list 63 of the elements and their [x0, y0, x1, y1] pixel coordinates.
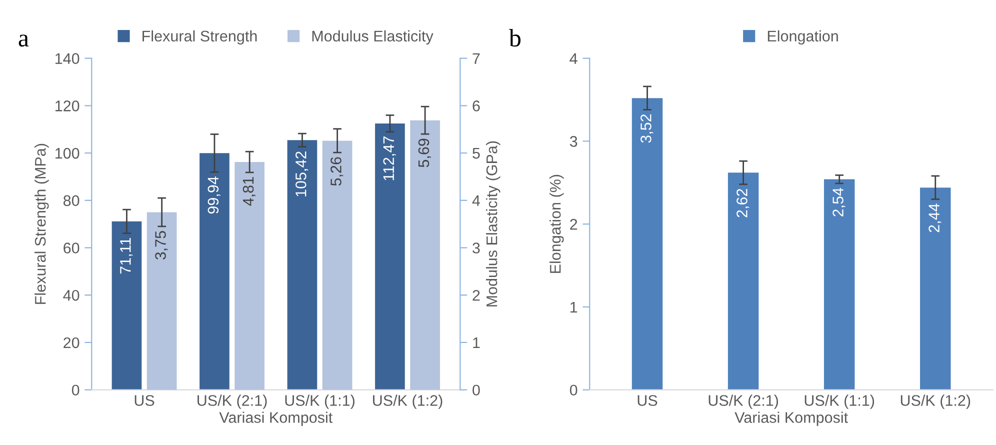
x-tick-label: US/K (1:2)	[373, 394, 442, 409]
legend-label: Elongation	[768, 30, 838, 45]
y-tick-label: 60	[64, 242, 80, 254]
y2-tick-label: 4	[472, 195, 480, 206]
bar	[410, 120, 440, 390]
data-label: 3,75	[155, 231, 168, 260]
y-axis-title: Elongation (%)	[550, 174, 564, 273]
y2-tick-label: 7	[472, 53, 480, 64]
x-tick-label: US	[638, 395, 658, 406]
y-tick-label: 80	[64, 195, 80, 206]
bar	[824, 179, 855, 390]
y-axis-title: Flexural Strength (MPa)	[34, 144, 49, 304]
x-tick-label: US/K (2:1)	[708, 394, 778, 409]
y-tick-label: 100	[56, 148, 80, 159]
data-label: 105,42	[295, 152, 308, 196]
x-tick-label: US/K (2:1)	[198, 394, 267, 409]
chart-title: b	[508, 28, 521, 47]
x-tick-label: US/K (1:1)	[285, 394, 354, 409]
data-label: 2,54	[832, 188, 846, 216]
x-tick-label: US	[134, 395, 154, 406]
bar	[146, 212, 177, 390]
x-axis-title: Variasi Komposit	[734, 412, 848, 426]
y2-axis-title: Modulus Elasticity (GPa)	[486, 141, 500, 306]
data-label: 5,26	[330, 157, 344, 186]
bar	[920, 188, 951, 390]
y-tick-label: 3	[570, 136, 578, 147]
y-tick-label: 20	[64, 337, 80, 348]
y-tick-label: 0	[72, 384, 80, 396]
chart-title: a	[18, 34, 29, 47]
y2-tick-label: 3	[472, 242, 480, 254]
data-label: 2,44	[928, 204, 942, 232]
legend-label: Flexural Strength	[142, 30, 257, 45]
bar	[375, 123, 405, 390]
data-label: 2,62	[736, 189, 750, 218]
bar	[632, 98, 663, 390]
bar	[234, 162, 264, 390]
y-tick-label: 0	[570, 384, 578, 396]
y-tick-label: 4	[570, 53, 578, 64]
data-label: 3,52	[640, 114, 654, 143]
x-tick-label: US/K (1:2)	[900, 394, 970, 409]
y-tick-label: 2	[570, 218, 578, 230]
legend-label: Modulus Elasticity	[312, 30, 434, 45]
y-tick-label: 140	[56, 53, 80, 64]
data-label: 71,11	[120, 238, 133, 274]
bar	[112, 221, 142, 390]
y2-tick-label: 0	[472, 384, 480, 396]
data-label: 5,69	[418, 138, 431, 168]
bar	[200, 153, 230, 390]
y2-tick-label: 6	[472, 100, 480, 112]
y-tick-label: 40	[63, 290, 80, 301]
y-tick-label: 1	[570, 302, 578, 312]
bar	[287, 140, 318, 390]
bar	[322, 140, 352, 390]
y-tick-label: 120	[56, 100, 80, 112]
y2-tick-label: 5	[472, 148, 480, 159]
data-label: 112,47	[383, 136, 396, 180]
y2-tick-label: 2	[472, 290, 480, 301]
y2-tick-label: 1	[473, 337, 480, 348]
data-label: 99,94	[208, 176, 220, 214]
x-tick-label: US/K (1:1)	[804, 394, 874, 409]
x-axis-title: Variasi Komposit	[219, 412, 333, 426]
data-label: 4,81	[242, 177, 256, 206]
bar	[728, 172, 759, 390]
